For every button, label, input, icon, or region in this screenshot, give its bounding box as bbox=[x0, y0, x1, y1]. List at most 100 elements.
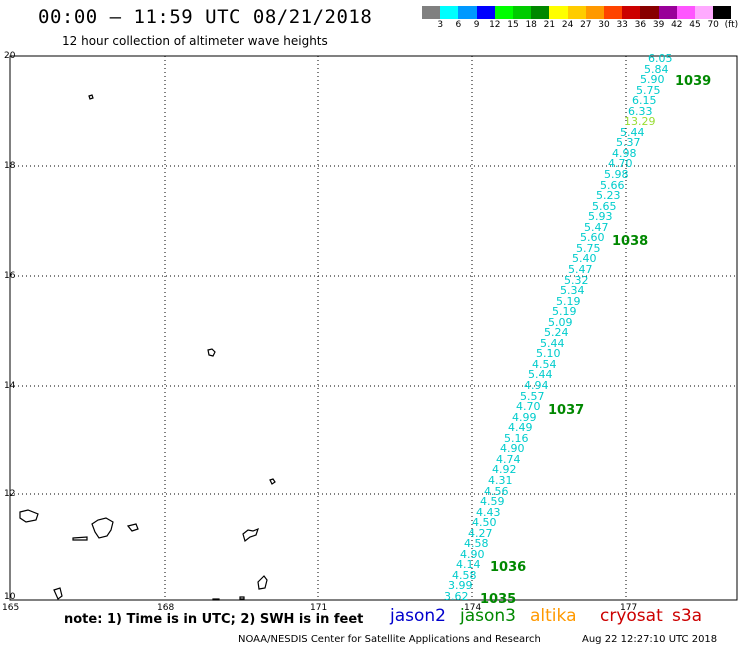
longitude-label: 165 bbox=[2, 603, 20, 613]
swh-measurement: 4.56 bbox=[484, 484, 509, 498]
legend-label: 9 bbox=[473, 20, 480, 30]
legend-swatch bbox=[695, 6, 714, 19]
swh-measurement: 5.47 bbox=[584, 220, 609, 234]
swh-measurement: 5.24 bbox=[544, 326, 569, 340]
pass-number-label: 1036 bbox=[490, 560, 527, 575]
swh-measurement: 4.50 bbox=[472, 516, 497, 530]
swh-measurement: 5.40 bbox=[572, 252, 597, 266]
legend-label: 39 bbox=[652, 20, 665, 30]
page-title: 00:00 – 11:59 UTC 08/21/2018 bbox=[38, 6, 373, 28]
island-outline bbox=[72, 536, 88, 541]
swh-measurement: 6.15 bbox=[632, 94, 657, 108]
credit-text: NOAA/NESDIS Center for Satellite Applica… bbox=[238, 634, 541, 645]
legend-label: 45 bbox=[689, 20, 701, 30]
legend-swatch bbox=[676, 6, 695, 19]
latitude-label: 14 bbox=[4, 381, 16, 391]
legend-swatch bbox=[494, 6, 513, 19]
legend-label: 24 bbox=[561, 20, 574, 30]
swh-measurement: 5.34 bbox=[560, 284, 585, 298]
swh-measurement: 4.27 bbox=[468, 526, 493, 540]
swh-measurement: 5.75 bbox=[636, 83, 661, 97]
map-frame bbox=[9, 55, 738, 601]
legend-label: 3 bbox=[437, 20, 444, 30]
pass-number-label: 1037 bbox=[548, 403, 585, 418]
island-outline bbox=[242, 527, 259, 543]
swh-measurement: 5.44 bbox=[540, 336, 565, 350]
legend-swatch bbox=[585, 6, 604, 19]
swh-measurement: 6.33 bbox=[628, 104, 653, 118]
latitude-label: 18 bbox=[4, 161, 16, 171]
swh-measurement: 4.43 bbox=[476, 505, 501, 519]
legend-swatch bbox=[604, 6, 623, 19]
legend-label: 33 bbox=[616, 20, 628, 30]
legend-swatch bbox=[513, 6, 532, 19]
swh-measurement: 5.66 bbox=[600, 178, 625, 192]
swh-measurement: 5.75 bbox=[576, 241, 601, 255]
legend-swatch bbox=[622, 6, 641, 19]
swh-measurement: 4.98 bbox=[612, 146, 637, 160]
legend-swatch bbox=[567, 6, 586, 19]
swh-measurement: 5.16 bbox=[504, 431, 529, 445]
swh-measurement: 5.10 bbox=[536, 347, 561, 361]
legend-swatch bbox=[640, 6, 659, 19]
satellite-label-jason2: jason2 bbox=[390, 606, 446, 626]
swh-measurement: 4.14 bbox=[456, 558, 481, 572]
footer-note: note: 1) Time is in UTC; 2) SWH is in fe… bbox=[64, 612, 364, 627]
legend-label: 12 bbox=[489, 20, 501, 30]
legend-swatch bbox=[531, 6, 550, 19]
swh-measurement: 5.65 bbox=[592, 199, 617, 213]
satellite-label-jason3: jason3 bbox=[460, 606, 516, 626]
latitude-label: 12 bbox=[4, 489, 16, 499]
swh-measurement: 4.92 bbox=[492, 463, 517, 477]
satellite-label-cryosat: cryosat bbox=[600, 606, 663, 626]
latitude-label: 16 bbox=[4, 271, 16, 281]
swh-measurement: 5.44 bbox=[528, 368, 553, 382]
swh-measurement: 4.70 bbox=[516, 400, 541, 414]
pass-number-label: 1039 bbox=[675, 74, 712, 89]
legend-swatch bbox=[422, 6, 441, 19]
swh-measurement: 13.29 bbox=[624, 115, 656, 129]
swh-measurement: 4.31 bbox=[488, 473, 513, 487]
island-outline bbox=[239, 596, 245, 600]
swh-measurement: 5.44 bbox=[620, 125, 645, 139]
swh-measurement: 5.93 bbox=[588, 210, 613, 224]
swh-measurement: 4.58 bbox=[464, 537, 489, 551]
longitude-label: 174 bbox=[464, 603, 482, 613]
island-outline bbox=[207, 348, 216, 357]
swh-measurement: 5.09 bbox=[548, 315, 573, 329]
legend-label: 70 bbox=[707, 20, 719, 30]
swh-measurement: 5.32 bbox=[564, 273, 589, 287]
island-outline bbox=[53, 587, 63, 600]
island-outline bbox=[91, 517, 114, 539]
legend-swatch bbox=[440, 6, 459, 19]
swh-measurement: 4.49 bbox=[508, 421, 533, 435]
swh-measurement: 5.37 bbox=[616, 136, 641, 150]
page-subtitle: 12 hour collection of altimeter wave hei… bbox=[62, 34, 328, 48]
longitude-label: 168 bbox=[157, 603, 175, 613]
island-outline bbox=[126, 523, 139, 532]
swh-measurement: 4.90 bbox=[460, 547, 485, 561]
swh-measurement: 5.90 bbox=[640, 73, 665, 87]
legend-label: 15 bbox=[507, 20, 519, 30]
swh-measurement: 4.70 bbox=[608, 157, 633, 171]
swh-measurement: 3.62 bbox=[444, 590, 469, 603]
swh-measurement: 5.19 bbox=[556, 294, 581, 308]
longitude-label: 177 bbox=[620, 603, 638, 613]
legend-label: (ft) bbox=[724, 20, 739, 30]
swh-measurement: 5.47 bbox=[568, 262, 593, 276]
swh-measurement: 3.99 bbox=[448, 579, 473, 593]
legend-swatch bbox=[476, 6, 495, 19]
swh-measurement: 4.94 bbox=[524, 379, 549, 393]
legend-label: 42 bbox=[671, 20, 683, 30]
island-outline bbox=[212, 598, 220, 601]
swh-measurement: 5.23 bbox=[596, 189, 621, 203]
island-outline bbox=[257, 575, 268, 590]
swh-measurement: 6.05 bbox=[648, 52, 673, 65]
pass-number-label: 1035 bbox=[480, 592, 517, 607]
longitude-label: 171 bbox=[310, 603, 328, 613]
island-outline bbox=[269, 478, 276, 485]
swh-measurement: 4.54 bbox=[532, 357, 557, 371]
legend-swatch bbox=[713, 6, 732, 19]
swh-measurement: 5.84 bbox=[644, 62, 669, 76]
